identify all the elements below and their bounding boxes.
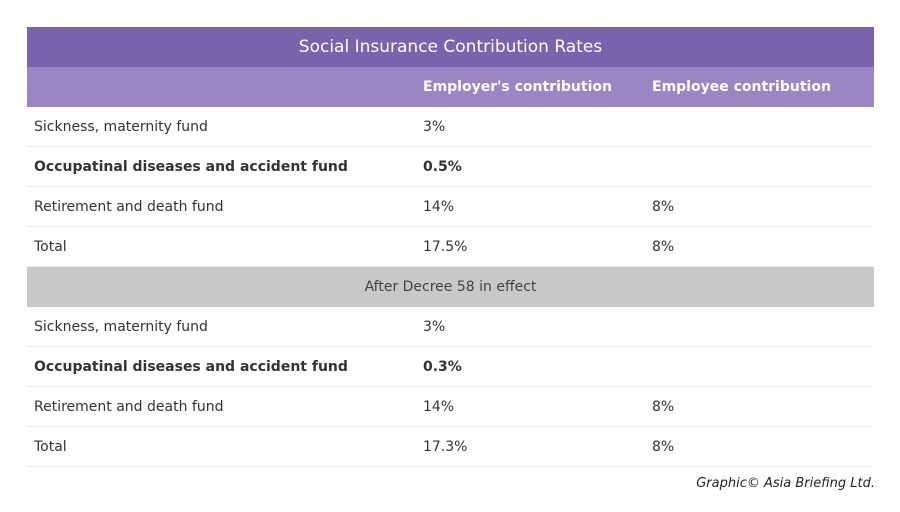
table-cell: 14% bbox=[423, 199, 455, 215]
table-cell: 14% bbox=[423, 399, 455, 415]
table-cell: 3% bbox=[423, 319, 446, 335]
table-cell: Sickness, maternity fund bbox=[34, 319, 208, 335]
column-header: Employer's contribution bbox=[423, 79, 612, 95]
table-row: Sickness, maternity fund 3% bbox=[27, 107, 874, 147]
table: Social Insurance Contribution Rates Empl… bbox=[27, 27, 874, 467]
table-row: Total 17.3% 8% bbox=[27, 427, 874, 467]
table-cell: 0.3% bbox=[423, 359, 462, 375]
table-cell: Occupatinal diseases and accident fund bbox=[34, 159, 348, 175]
table-cell: Total bbox=[34, 439, 67, 455]
table-row: Occupatinal diseases and accident fund 0.… bbox=[27, 147, 874, 187]
table-cell: 8% bbox=[652, 199, 675, 215]
table-row: Sickness, maternity fund 3% bbox=[27, 307, 874, 347]
table-row: Total 17.5% 8% bbox=[27, 227, 874, 267]
table-cell: 17.5% bbox=[423, 239, 468, 255]
table-row: Retirement and death fund 14% 8% bbox=[27, 187, 874, 227]
table-cell: Retirement and death fund bbox=[34, 399, 224, 415]
table-cell: Sickness, maternity fund bbox=[34, 119, 208, 135]
section-heading: After Decree 58 in effect bbox=[27, 267, 874, 307]
table-cell: 0.5% bbox=[423, 159, 462, 175]
credit: Graphic© Asia Briefing Ltd. bbox=[696, 476, 875, 491]
table-cell: 17.3% bbox=[423, 439, 468, 455]
table-cell: 8% bbox=[652, 399, 675, 415]
table-cell: Occupatinal diseases and accident fund bbox=[34, 359, 348, 375]
table-title: Social Insurance Contribution Rates bbox=[27, 27, 874, 67]
table-cell: Retirement and death fund bbox=[34, 199, 224, 215]
table-cell: 8% bbox=[652, 239, 675, 255]
table-cell: 8% bbox=[652, 439, 675, 455]
table-row: Occupatinal diseases and accident fund 0.… bbox=[27, 347, 874, 387]
header-row: Employer's contribution Employee contribu… bbox=[27, 67, 874, 107]
table-cell: 3% bbox=[423, 119, 446, 135]
table-cell: Total bbox=[34, 239, 67, 255]
table-row: Retirement and death fund 14% 8% bbox=[27, 387, 874, 427]
column-header: Employee contribution bbox=[652, 79, 831, 95]
